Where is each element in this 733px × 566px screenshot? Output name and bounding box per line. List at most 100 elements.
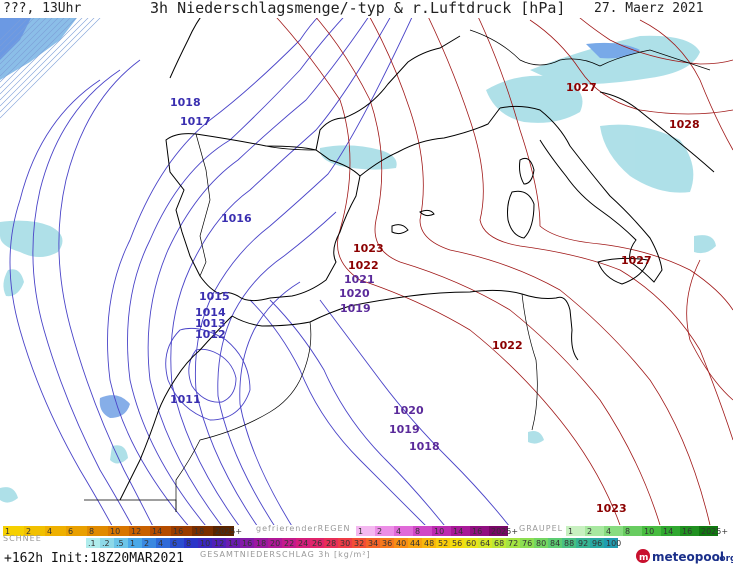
- isobar-high-3: [359, 0, 711, 526]
- total-precipitation-value: 18: [256, 539, 266, 548]
- total-precipitation-swatch: [170, 538, 184, 548]
- total-precipitation-value: 14: [228, 539, 238, 548]
- isobar-labels: 1018 1017 1016 1015 1014 1013 1012 1011 …: [170, 81, 700, 515]
- snow-value: 14: [152, 527, 162, 536]
- sicily: [597, 257, 649, 285]
- isobar-low-3: [147, 0, 381, 561]
- total-precipitation-swatch: [408, 538, 422, 548]
- graupel-swatch: [661, 526, 680, 536]
- total-precipitation-value: 100: [606, 539, 621, 548]
- run-info: +162h Init:18Z20MAR2021: [4, 551, 184, 566]
- total-precipitation-swatch: [156, 538, 170, 548]
- precip-area-alps: [530, 35, 700, 85]
- isobar-high-6: [529, 19, 733, 115]
- isobar-label-1017: 1017: [180, 115, 211, 128]
- header-bar: [0, 0, 733, 18]
- precip-area-south-italy: [694, 235, 716, 254]
- total-precipitation-swatch: [226, 538, 240, 548]
- isobar-label-1027-east: 1027: [621, 254, 652, 267]
- isobars-high-group: [259, 0, 733, 526]
- total-precipitation-swatch: [534, 538, 548, 548]
- freezing-rain-swatch: [356, 526, 375, 536]
- total-precipitation-swatch: [590, 538, 604, 548]
- total-precipitation-value: 34: [368, 539, 378, 548]
- total-precipitation-value: 52: [438, 539, 448, 548]
- total-precipitation-swatch: [366, 538, 380, 548]
- graupel-swatch: [566, 526, 585, 536]
- total-precipitation-swatch: [464, 538, 478, 548]
- total-precipitation-value: 26: [312, 539, 322, 548]
- snow-value: 8: [89, 527, 94, 536]
- isobar-low-8: [9, 79, 131, 561]
- isobar-label-1020-south: 1020: [393, 404, 424, 417]
- snow-swatch: [24, 526, 45, 536]
- graupel-value: 4: [606, 527, 611, 536]
- total-precipitation-caption: GESAMTNIEDERSCHLAG 3h [kg/m²]: [200, 550, 371, 559]
- freezing-rain-label: gefrierenderREGEN: [256, 524, 351, 533]
- graupel-scale: 1 2 4 8 10 14 16 2025+: [566, 526, 728, 536]
- snow-swatch: [108, 526, 129, 536]
- isobar-low-15: [319, 299, 521, 541]
- total-precipitation-value: 4: [158, 539, 163, 548]
- isobar-high-9: [686, 259, 733, 401]
- precip-area-sahara: [528, 431, 544, 444]
- graupel-swatch: [623, 526, 642, 536]
- total-precipitation-value: 8: [186, 539, 191, 548]
- legend: 1 2 4 6 8 10 12 14 16 18 2025+ SCHNEE gefrierender…: [0, 524, 733, 566]
- total-precipitation-value: 32: [354, 539, 364, 548]
- balearic-islands: [391, 209, 435, 235]
- isobar-low-2: [127, 0, 361, 561]
- total-precipitation-value: .1: [88, 539, 96, 548]
- isobar-label-1023-west: 1023: [353, 242, 384, 255]
- total-precipitation-swatch: [142, 538, 156, 548]
- precip-area-alps-core: [586, 42, 640, 59]
- freezing-rain-swatch: [451, 526, 470, 536]
- hatch-line: [0, 0, 95, 95]
- isobar-high-1: [259, 0, 621, 526]
- brand-name: meteopool: [652, 550, 724, 564]
- total-precipitation-value: 76: [522, 539, 532, 548]
- iberia-coast: [165, 133, 361, 302]
- isobar-label-1018: 1018: [170, 96, 201, 109]
- isobar-high-8: [639, 19, 733, 151]
- total-precipitation-value: 88: [564, 539, 574, 548]
- total-precipitation-value: 68: [494, 539, 504, 548]
- graupel-label: GRAUPEL: [519, 524, 563, 533]
- snow-value: 1: [5, 527, 10, 536]
- total-precipitation-value: 28: [326, 539, 336, 548]
- total-precipitation-value: 56: [452, 539, 462, 548]
- total-precipitation-swatch: [394, 538, 408, 548]
- western-sahara-border: [84, 499, 177, 512]
- total-precipitation-value: 2: [144, 539, 149, 548]
- sardinia: [507, 190, 535, 239]
- isobar-high-2: [299, 0, 661, 526]
- map-background: [0, 0, 733, 525]
- isobar-low-5: [194, 0, 421, 561]
- total-precipitation-value: 24: [298, 539, 308, 548]
- total-precipitation-swatch: [212, 538, 226, 548]
- total-precipitation-swatch: [100, 538, 114, 548]
- isobar-low-9: [32, 69, 151, 561]
- total-precipitation-value: 20: [270, 539, 280, 548]
- snow-swatch: [3, 526, 24, 536]
- logo-icon: [636, 549, 650, 563]
- hatch-line: [0, 0, 101, 101]
- isobar-label-1020-north: 1020: [339, 287, 370, 300]
- brand-tld: .org: [716, 554, 733, 564]
- graupel-value: 10: [644, 527, 654, 536]
- isobar-label-1028: 1028: [669, 118, 700, 131]
- graupel-value: 1: [568, 527, 573, 536]
- precip-area-adriatic: [600, 124, 694, 193]
- total-precipitation-swatch: [128, 538, 142, 548]
- total-precipitation-value: 10: [200, 539, 210, 548]
- total-precipitation-swatch: [268, 538, 282, 548]
- total-precipitation-swatch: [282, 538, 296, 548]
- freezing-rain-swatch: [394, 526, 413, 536]
- snow-swatch: [213, 526, 234, 536]
- total-precipitation-swatch: [450, 538, 464, 548]
- freezing-rain-value: 16: [472, 527, 482, 536]
- total-precipitation-value: 84: [550, 539, 560, 548]
- total-precipitation-value: .2: [102, 539, 110, 548]
- snow-value: 2: [26, 527, 31, 536]
